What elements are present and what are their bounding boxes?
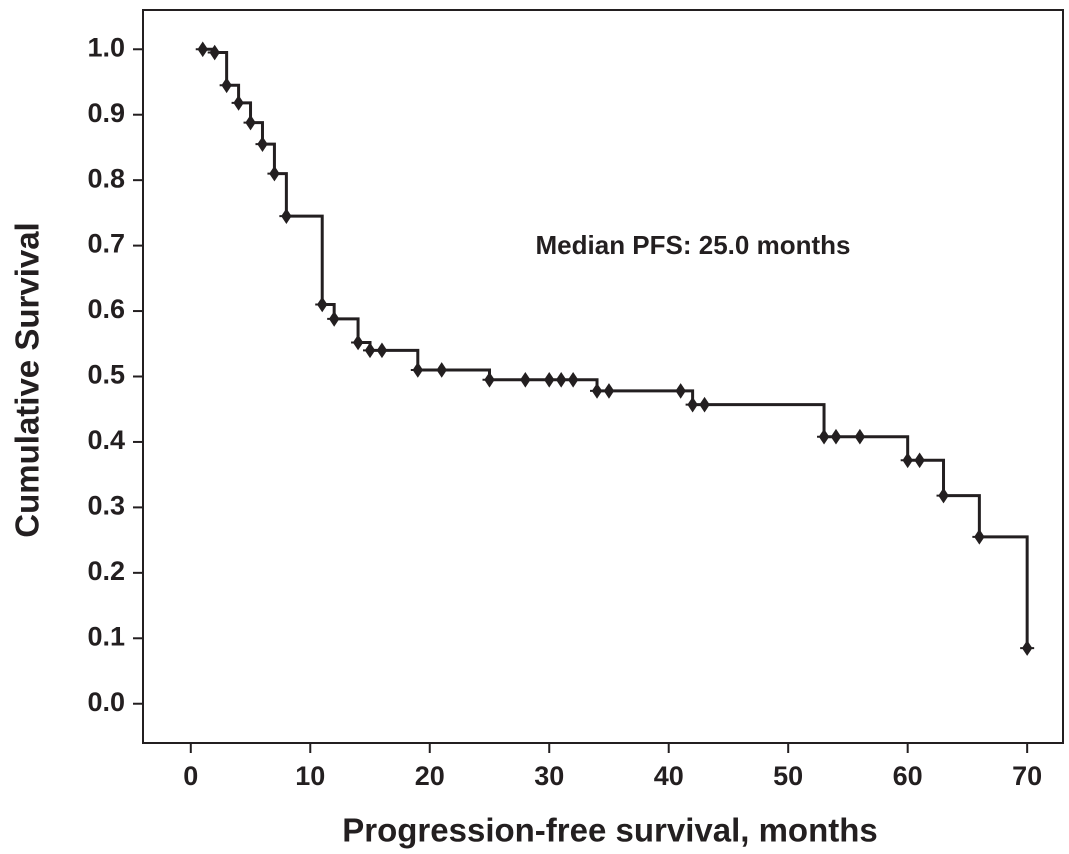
censor-mark: [327, 311, 342, 327]
censor-mark: [912, 452, 927, 469]
y-tick-label: 0.8: [87, 163, 125, 193]
y-tick-label: 0.6: [87, 294, 125, 324]
x-tick-label: 20: [415, 761, 445, 791]
x-tick-label: 40: [654, 761, 684, 791]
x-tick-label: 50: [773, 761, 803, 791]
censor-mark: [518, 371, 533, 388]
x-tick-label: 70: [1012, 761, 1042, 791]
censor-mark: [697, 396, 712, 413]
y-axis-title: Cumulative Survival: [9, 222, 46, 537]
y-tick-label: 0.4: [87, 425, 125, 455]
plot-frame: [142, 9, 1064, 744]
censor-mark: [267, 165, 282, 182]
x-tick-label: 10: [295, 761, 325, 791]
censor-mark: [410, 362, 425, 378]
censor-mark: [207, 44, 222, 61]
censor-mark: [685, 396, 700, 413]
censor-mark: [219, 77, 234, 94]
censor-mark: [231, 95, 246, 111]
censor-mark: [817, 428, 832, 445]
censor-mark: [374, 342, 389, 359]
censor-mark: [590, 383, 605, 399]
x-tick-label: 30: [534, 761, 564, 791]
censor-mark: [351, 334, 366, 351]
x-axis-title: Progression-free survival, months: [342, 812, 878, 849]
censor-mark: [554, 371, 569, 388]
censor-mark: [542, 371, 557, 388]
censor-mark: [482, 371, 497, 388]
y-tick-label: 1.0: [87, 32, 125, 62]
censor-mark: [1020, 640, 1035, 656]
y-tick-label: 0.0: [87, 687, 125, 717]
y-tick-label: 0.5: [87, 360, 125, 390]
censor-mark: [255, 136, 270, 152]
annotation: Median PFS: 25.0 months: [536, 230, 851, 260]
x-tick-label: 60: [893, 761, 923, 791]
y-tick-label: 0.1: [87, 621, 125, 651]
censor-mark: [852, 428, 867, 445]
y-tick-label: 0.3: [87, 491, 125, 521]
x-tick-label: 0: [183, 761, 198, 791]
censor-mark: [243, 114, 258, 131]
censor-mark: [279, 208, 294, 224]
censor-mark: [936, 487, 951, 504]
censor-mark: [900, 452, 915, 469]
y-tick-label: 0.7: [87, 229, 125, 259]
censor-mark: [195, 41, 210, 58]
censor-mark: [315, 296, 330, 313]
censor-mark: [673, 383, 688, 399]
censor-mark: [434, 362, 449, 378]
survival-curve: [202, 47, 1029, 649]
censor-mark: [601, 383, 616, 399]
y-tick-label: 0.9: [87, 98, 125, 128]
y-tick-label: 0.2: [87, 556, 125, 586]
censor-mark: [972, 529, 987, 545]
censor-mark: [828, 428, 843, 445]
censor-mark: [363, 342, 378, 359]
censor-mark: [566, 371, 581, 388]
